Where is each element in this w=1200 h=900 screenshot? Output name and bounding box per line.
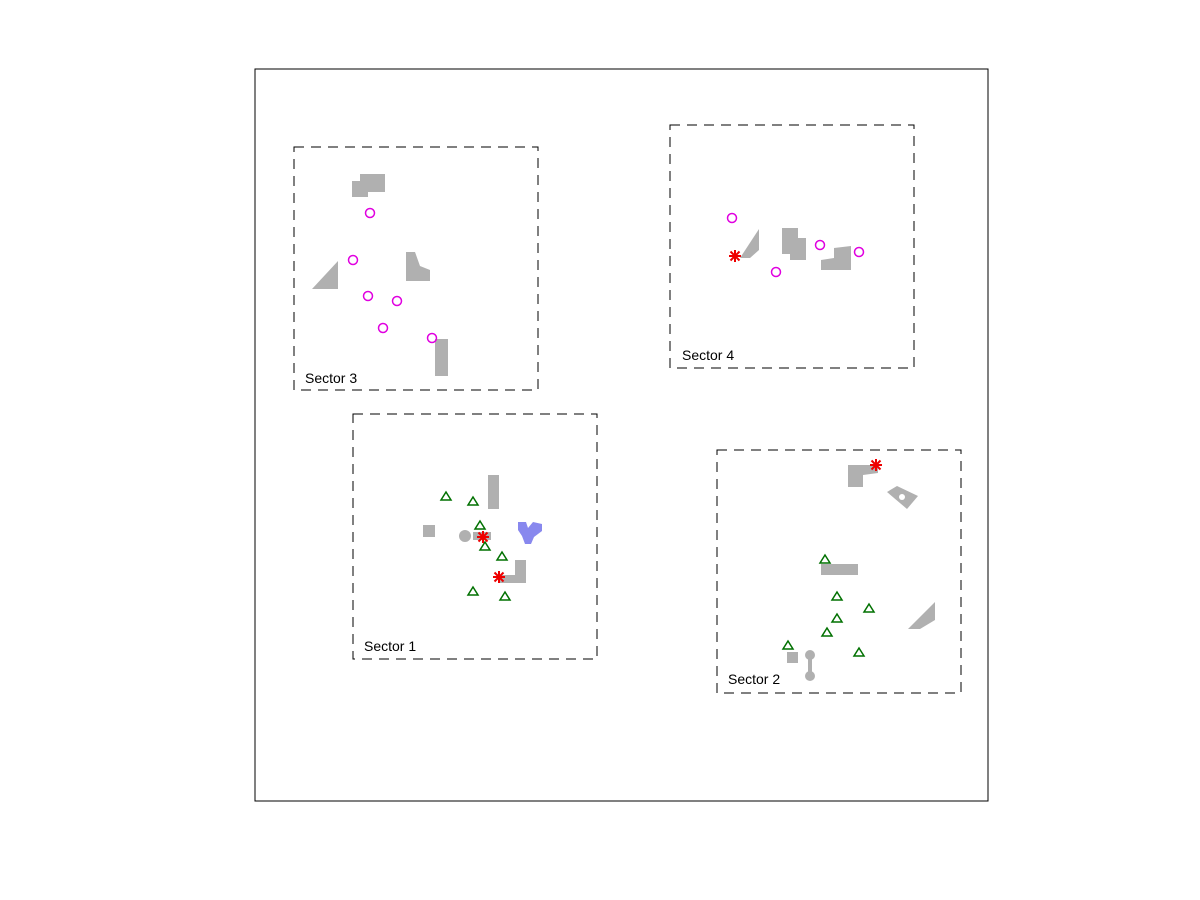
triangle-marker — [820, 626, 834, 637]
sector-1: Sector 1 — [352, 413, 598, 660]
circle-marker — [377, 322, 389, 334]
circle-marker — [364, 207, 376, 219]
sector-4: Sector 4 — [669, 124, 915, 369]
triangle-marker — [830, 590, 844, 601]
obstacle — [500, 560, 526, 583]
triangle-marker — [818, 553, 832, 564]
circle-marker — [347, 254, 359, 266]
triangle-marker — [830, 612, 844, 623]
sector-3-boundary — [293, 146, 539, 391]
triangle-marker — [495, 550, 509, 561]
triangle-marker — [466, 495, 480, 506]
sector-3-label: Sector 3 — [305, 370, 357, 386]
obstacle — [435, 339, 448, 376]
sector-2-label: Sector 2 — [728, 671, 780, 687]
star-marker — [477, 531, 489, 543]
triangle-marker — [466, 585, 480, 596]
sector-1-label: Sector 1 — [364, 638, 416, 654]
obstacle — [821, 564, 858, 575]
obstacle — [848, 465, 878, 487]
obstacle — [352, 174, 385, 197]
triangle-marker — [498, 590, 512, 601]
obstacle — [423, 525, 435, 537]
obstacle — [908, 602, 935, 629]
sector-2-boundary — [716, 449, 962, 694]
triangle-marker — [478, 540, 492, 551]
obstacle — [488, 475, 499, 509]
sector-3: Sector 3 — [293, 146, 539, 391]
map-frame — [254, 68, 989, 802]
obstacle — [740, 229, 759, 258]
star-marker — [870, 459, 882, 471]
circle-marker — [770, 266, 782, 278]
obstacle — [459, 530, 471, 542]
triangle-marker — [473, 519, 487, 530]
obstacle — [406, 252, 430, 281]
obstacle-hole — [899, 494, 905, 500]
star-marker — [729, 250, 741, 262]
circle-marker — [426, 332, 438, 344]
sector-2: Sector 2 — [716, 449, 962, 694]
triangle-marker — [852, 646, 866, 657]
sector-1-boundary — [352, 413, 598, 660]
obstacle — [808, 655, 812, 676]
circle-marker — [853, 246, 865, 258]
triangle-marker — [781, 639, 795, 650]
circle-marker — [726, 212, 738, 224]
sector-4-label: Sector 4 — [682, 347, 734, 363]
obstacle-highlighted — [518, 522, 542, 544]
circle-marker — [362, 290, 374, 302]
triangle-marker — [439, 490, 453, 501]
triangle-marker — [862, 602, 876, 613]
obstacle — [312, 261, 338, 289]
star-marker — [493, 571, 505, 583]
obstacle — [821, 246, 851, 270]
circle-marker — [391, 295, 403, 307]
obstacle — [782, 228, 806, 260]
sector-4-boundary — [669, 124, 915, 369]
obstacle — [787, 652, 798, 663]
circle-marker — [814, 239, 826, 251]
